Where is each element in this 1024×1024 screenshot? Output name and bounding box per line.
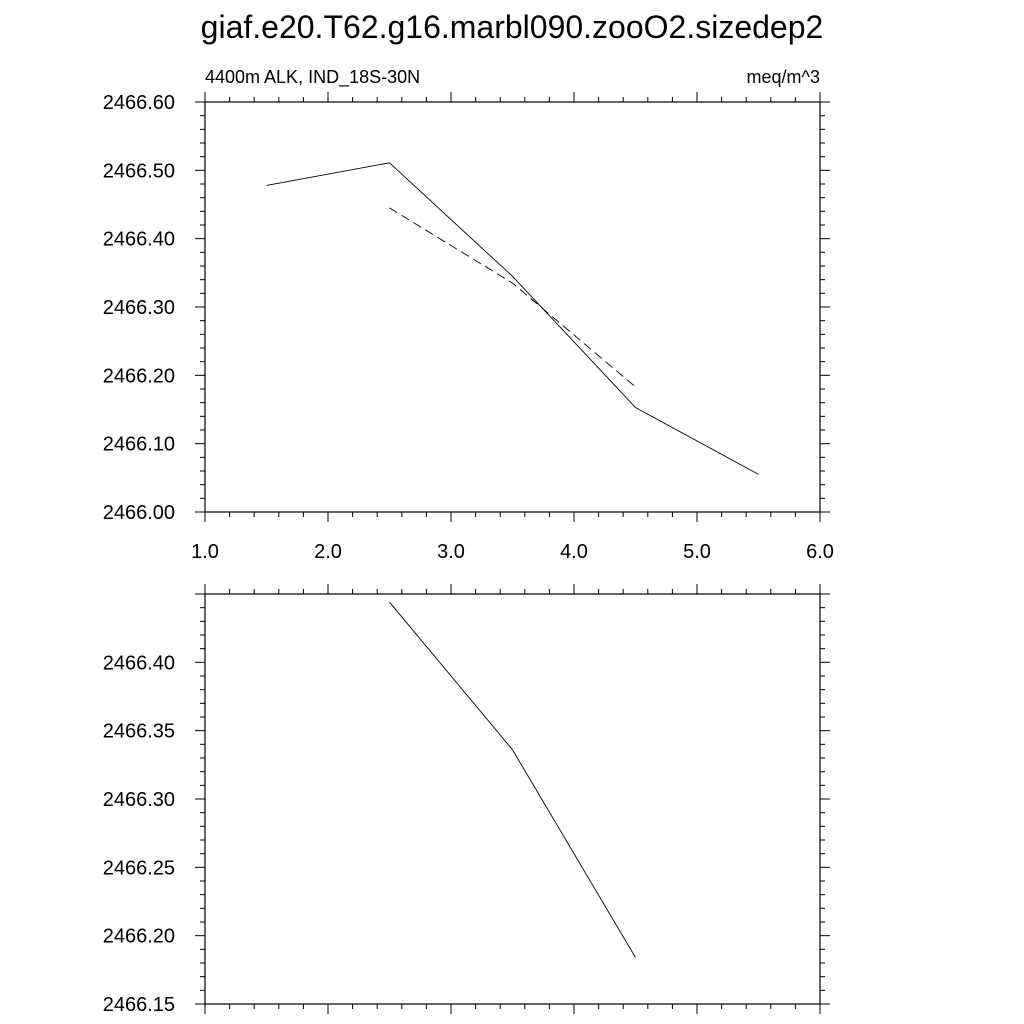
x-tick-label: 4.0 xyxy=(560,541,588,563)
y-tick-label: 2466.60 xyxy=(103,92,175,114)
series-line-dashed xyxy=(389,207,636,388)
x-tick-label: 1.0 xyxy=(191,541,219,563)
series-line-solid xyxy=(266,162,759,475)
series-line-solid xyxy=(389,601,636,958)
chart-left-label: 4400m ALK, IND_18S-30N xyxy=(205,67,420,88)
y-tick-label: 2466.20 xyxy=(103,926,175,948)
x-tick-label: 2.0 xyxy=(314,541,342,563)
chart-title: giaf.e20.T62.g16.marbl090.zooO2.sizedep2 xyxy=(201,9,824,45)
chart-right-label: meq/m^3 xyxy=(747,67,820,87)
plot-frame xyxy=(204,101,821,513)
y-tick-label: 2466.00 xyxy=(103,502,175,524)
bottom-panel: 2466.15 2466.20 2466.25 2466.30 2466.35 2466.… xyxy=(103,584,830,1016)
y-tick-label: 2466.40 xyxy=(103,652,175,674)
y-tick-label: 2466.40 xyxy=(103,229,175,251)
y-tick-label: 2466.25 xyxy=(103,857,175,879)
x-tick-label: 5.0 xyxy=(683,541,711,563)
y-tick-label: 2466.30 xyxy=(103,297,175,319)
x-tick-label: 6.0 xyxy=(806,541,834,563)
y-tick-label: 2466.15 xyxy=(103,994,175,1016)
y-tick-label: 2466.50 xyxy=(103,160,175,182)
y-tick-label: 2466.35 xyxy=(103,721,175,743)
plot-frame xyxy=(204,593,821,1005)
y-tick-label: 2466.20 xyxy=(103,365,175,387)
x-tick-label: 3.0 xyxy=(437,541,465,563)
y-tick-label: 2466.10 xyxy=(103,434,175,456)
top-panel: 1.0 2.0 3.0 4.0 5.0 6.0 2466.00 2466.10 2466.20 2… xyxy=(103,92,834,563)
y-tick-label: 2466.30 xyxy=(103,789,175,811)
